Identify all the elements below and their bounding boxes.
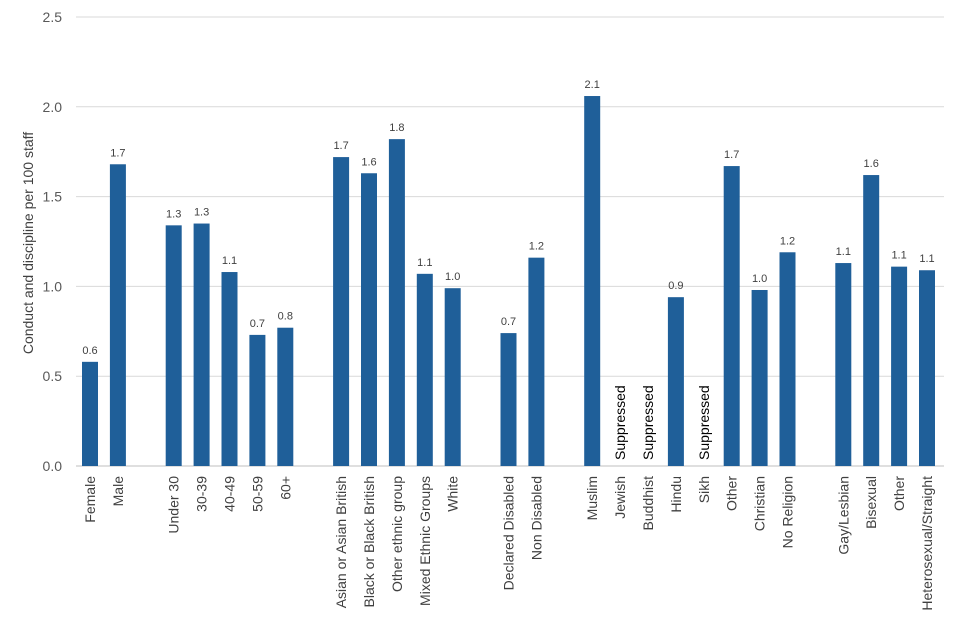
y-axis-ticks: 0.0 0.5 1.0 1.5 2.0 2.5 — [43, 9, 63, 474]
data-label: 1.8 — [389, 122, 404, 134]
data-labels: 0.6 1.7 1.3 1.3 1.1 0.7 0.8 1.7 1.6 1.8 1.1 1.0 0.7 1… — [82, 79, 934, 460]
data-label: 1.6 — [864, 158, 879, 170]
x-category-label: Sikh — [696, 476, 712, 503]
x-category-label: Under 30 — [166, 476, 182, 534]
bar — [165, 225, 182, 466]
bar — [835, 263, 852, 466]
y-axis-title: Conduct and discipline per 100 staff — [20, 132, 36, 354]
bar — [82, 361, 98, 466]
bar — [249, 334, 266, 466]
data-label: 1.2 — [529, 241, 544, 253]
bar — [891, 266, 908, 466]
data-label: 1.1 — [919, 253, 934, 265]
data-label: 0.8 — [278, 311, 293, 323]
bar — [528, 257, 545, 466]
bar — [723, 166, 740, 466]
x-category-label: 30-39 — [194, 476, 210, 512]
data-label: 0.7 — [250, 318, 265, 330]
bar — [388, 139, 405, 467]
data-label: 0.6 — [82, 345, 97, 357]
data-label: 1.7 — [724, 149, 739, 161]
suppressed-label: Suppressed — [640, 385, 656, 460]
x-category-label: 50-59 — [249, 476, 265, 512]
bar — [221, 272, 238, 466]
x-category-label: No Religion — [780, 476, 796, 548]
bar — [333, 157, 350, 466]
data-label: 1.7 — [110, 147, 125, 159]
data-label: 1.7 — [333, 140, 348, 152]
bar — [751, 289, 768, 466]
data-label: 1.3 — [194, 207, 209, 219]
y-tick-label: 0.0 — [43, 458, 63, 474]
x-category-label: Gay/Lesbian — [835, 476, 851, 555]
x-category-label: Non Disabled — [528, 476, 544, 560]
x-category-label: Male — [110, 476, 126, 507]
x-category-label: 60+ — [277, 476, 293, 500]
bar — [416, 273, 433, 466]
bar — [779, 252, 796, 466]
data-label: 1.1 — [222, 255, 237, 267]
bar — [919, 270, 935, 466]
x-category-label: Mixed Ethnic Groups — [417, 476, 433, 606]
y-tick-label: 2.5 — [43, 9, 63, 25]
data-label: 2.1 — [585, 79, 600, 91]
x-category-label: Muslim — [584, 476, 600, 520]
y-tick-label: 1.0 — [43, 278, 63, 294]
bar — [444, 288, 461, 466]
data-label: 0.7 — [501, 316, 516, 328]
x-category-label: Other — [724, 476, 740, 511]
bar — [109, 164, 126, 466]
suppressed-label: Suppressed — [696, 385, 712, 460]
data-label: 0.9 — [668, 280, 683, 292]
bar — [584, 96, 601, 467]
x-category-label: Hindu — [668, 476, 684, 513]
data-label: 1.2 — [780, 235, 795, 247]
gridlines — [76, 16, 944, 467]
x-category-label: Bisexual — [863, 476, 879, 529]
data-label: 1.1 — [891, 250, 906, 262]
data-label: 1.0 — [445, 271, 460, 283]
y-tick-label: 0.5 — [43, 368, 63, 384]
bar — [500, 333, 517, 466]
data-label: 1.1 — [836, 246, 851, 258]
x-category-label: Declared Disabled — [501, 476, 517, 590]
y-tick-label: 2.0 — [43, 99, 63, 115]
bar — [361, 173, 377, 466]
bars — [82, 96, 935, 467]
bar — [277, 327, 294, 466]
data-label: 1.6 — [361, 156, 376, 168]
x-category-label: Other — [891, 476, 907, 511]
data-label: 1.3 — [166, 208, 181, 220]
x-category-label: 40-49 — [222, 476, 238, 512]
x-category-label: Christian — [752, 476, 768, 531]
x-category-label: Other ethnic group — [389, 476, 405, 592]
x-axis-categories: Female Male Under 30 30-39 40-49 50-59 60+ Asia… — [82, 476, 935, 611]
x-category-label: Buddhist — [640, 476, 656, 531]
x-category-label: Female — [82, 476, 98, 523]
x-category-label: Jewish — [612, 476, 628, 519]
x-category-label: Black or Black British — [361, 476, 377, 607]
x-category-label: Heterosexual/Straight — [919, 476, 935, 611]
y-tick-label: 1.5 — [43, 189, 63, 205]
data-label: 1.1 — [417, 257, 432, 269]
bar — [667, 297, 684, 466]
x-category-label: Asian or Asian British — [333, 476, 349, 608]
x-category-label: White — [445, 476, 461, 512]
suppressed-label: Suppressed — [612, 385, 628, 460]
bar — [863, 175, 880, 466]
bar — [193, 223, 210, 466]
data-label: 1.0 — [752, 273, 767, 285]
